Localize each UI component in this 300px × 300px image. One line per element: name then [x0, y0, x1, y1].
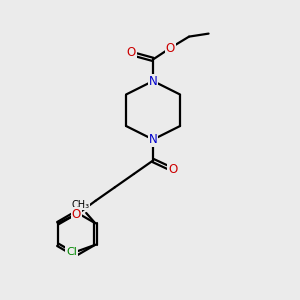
- Text: O: O: [168, 163, 177, 176]
- Text: Cl: Cl: [66, 247, 77, 257]
- Text: O: O: [166, 41, 175, 55]
- Text: N: N: [149, 74, 158, 88]
- Text: O: O: [72, 208, 81, 221]
- Text: N: N: [149, 133, 158, 146]
- Text: CH₃: CH₃: [71, 200, 89, 210]
- Text: O: O: [127, 46, 136, 59]
